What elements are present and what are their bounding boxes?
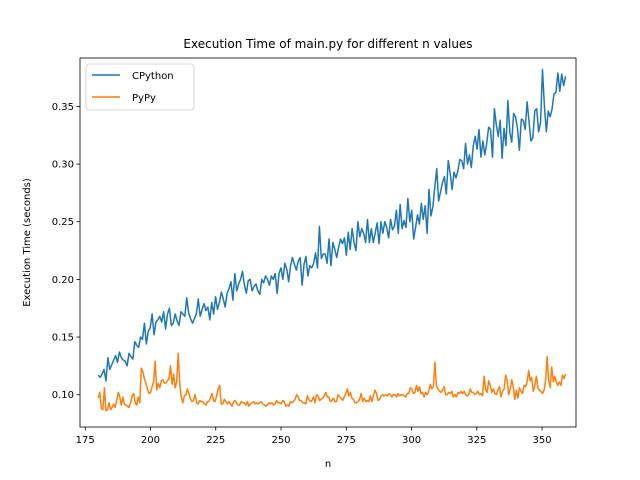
legend-label-cpython: CPython — [132, 71, 174, 82]
axis-ticks: 175 200 225 250 275 300 325 350 0.10 0.15 0.20 0.25… — [52, 102, 552, 446]
y-tick-label: 0.10 — [52, 390, 74, 401]
legend: CPython PyPy — [85, 63, 195, 111]
x-tick-label: 300 — [402, 435, 421, 446]
x-tick-label: 325 — [467, 435, 486, 446]
plot-area — [97, 68, 567, 412]
series-line-pypy — [97, 352, 567, 412]
x-tick-label: 275 — [337, 435, 356, 446]
x-tick-label: 200 — [141, 435, 160, 446]
y-tick-label: 0.25 — [52, 217, 74, 228]
y-tick-label: 0.35 — [52, 102, 74, 113]
y-tick-label: 0.20 — [52, 275, 74, 286]
x-axis-label: n — [325, 459, 331, 470]
y-axis-label: Execution Time (seconds) — [22, 178, 33, 307]
legend-label-pypy: PyPy — [132, 93, 156, 104]
x-tick-label: 225 — [206, 435, 225, 446]
y-tick-label: 0.30 — [52, 160, 74, 171]
x-tick-label: 175 — [76, 435, 95, 446]
axes-frame — [79, 57, 577, 428]
series-line-cpython — [97, 68, 567, 382]
x-tick-label: 350 — [533, 435, 552, 446]
y-tick-label: 0.15 — [52, 333, 74, 344]
x-tick-label: 250 — [271, 435, 290, 446]
chart-title: Execution Time of main.py for different … — [183, 37, 472, 51]
